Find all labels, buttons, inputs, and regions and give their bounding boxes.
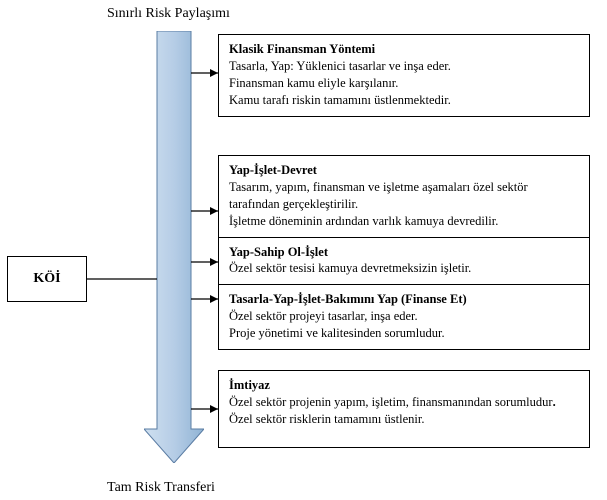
model-row: Yap-İşlet-DevretTasarım, yapım, finansma… [219,156,589,237]
model-box-imtiyaz: İmtiyazÖzel sektör projenin yapım, işlet… [218,370,590,448]
model-row: Yap-Sahip Ol-İşletÖzel sektör tesisi kam… [219,238,589,285]
label-bottom: Tam Risk Transferi [107,480,215,496]
model-line: Tasarım, yapım, finansman ve işletme aşa… [229,179,579,213]
spectrum-arrow-icon [144,31,204,463]
model-line: Finansman kamu eliyle karşılanır. [229,75,579,92]
model-line: Özel sektör risklerin tamamını üstlenir. [229,411,579,428]
model-title: Yap-İşlet-Devret [229,162,579,179]
model-row: Tasarla-Yap-İşlet-Bakımını Yap (Finanse … [219,285,589,349]
model-box-klasik: Klasik Finansman YöntemiTasarla, Yap: Yü… [218,34,590,117]
model-title: İmtiyaz [229,377,579,394]
model-line: Proje yönetimi ve kalitesinden sorumludu… [229,325,579,342]
model-title: Tasarla-Yap-İşlet-Bakımını Yap (Finanse … [229,291,579,308]
model-line: Kamu tarafı riskin tamamını üstlenmekted… [229,92,579,109]
model-line: İşletme döneminin ardından varlık kamuya… [229,213,579,230]
model-line: Özel sektör projenin yapım, işletim, fin… [229,394,579,411]
model-line: Tasarla, Yap: Yüklenici tasarlar ve inşa… [229,58,579,75]
koi-text: KÖİ [33,271,60,287]
model-title: Klasik Finansman Yöntemi [229,41,579,58]
model-title: Yap-Sahip Ol-İşlet [229,244,579,261]
label-top: Sınırlı Risk Paylaşımı [107,6,230,22]
model-line: Özel sektör tesisi kamuya devretmeksizin… [229,260,579,277]
model-box-group-mid: Yap-İşlet-DevretTasarım, yapım, finansma… [218,155,590,350]
koi-box: KÖİ [7,256,87,302]
model-line: Özel sektör projeyi tasarlar, inşa eder. [229,308,579,325]
